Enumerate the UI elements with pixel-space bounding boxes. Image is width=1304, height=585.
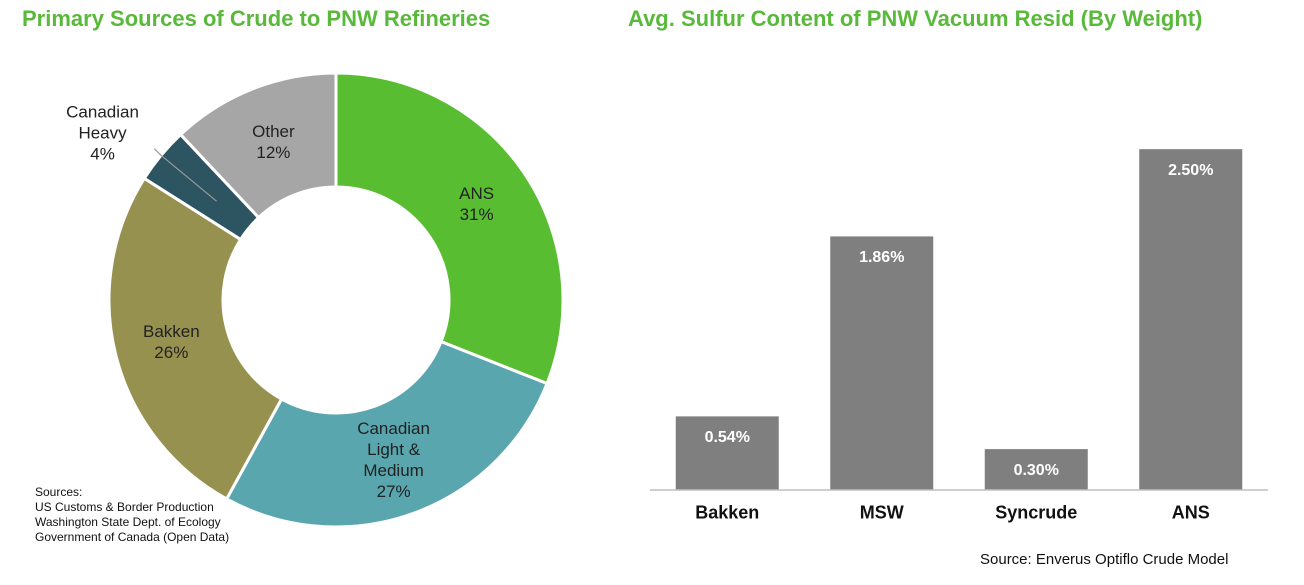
bar — [675, 416, 779, 490]
slice-name: Canadian Light & Medium — [357, 418, 430, 480]
donut-slice — [107, 176, 284, 501]
chart-title: Primary Sources of Crude to PNW Refineri… — [22, 6, 491, 31]
slice-value: 4% — [90, 144, 115, 164]
value-label: 0.30% — [1013, 462, 1059, 480]
slice-label: Canadian Heavy 4% — [66, 102, 139, 165]
bar — [1139, 149, 1243, 490]
donut-slice — [334, 71, 565, 386]
slice-name: ANS — [459, 184, 495, 204]
x-tick-label: Bakken — [695, 502, 760, 523]
slice-label: Canadian Light & Medium 27% — [357, 418, 430, 502]
x-tick-label: ANS — [1171, 502, 1210, 523]
slice-name: Bakken — [142, 322, 200, 342]
slice-name: Canadian Heavy — [66, 102, 139, 143]
bar — [984, 449, 1088, 490]
slice-label: Bakken 26% — [143, 321, 200, 363]
bar — [830, 236, 934, 490]
slice-name: Other — [252, 121, 295, 141]
slice-value: 12% — [256, 142, 291, 162]
slice-value: 26% — [154, 343, 189, 363]
slice-value: 27% — [376, 481, 411, 501]
source-note: Source: Enverus Optiflo Crude Model — [980, 551, 1229, 568]
chart-title: Avg. Sulfur Content of PNW Vacuum Resid … — [628, 6, 1203, 31]
donut-slice — [224, 339, 550, 529]
donut-slice — [178, 71, 338, 220]
value-label: 0.54% — [704, 429, 750, 447]
sources-note: Sources: US Customs & Border Production … — [35, 485, 230, 544]
x-tick-label: Syncrude — [995, 502, 1078, 523]
x-tick-label: MSW — [859, 502, 904, 523]
leader-line — [153, 148, 217, 202]
slice-label: ANS 31% — [459, 183, 494, 225]
slice-label: Other 12% — [252, 121, 295, 163]
slice-value: 31% — [459, 205, 494, 225]
value-label: 1.86% — [859, 249, 905, 267]
value-label: 2.50% — [1168, 162, 1214, 180]
